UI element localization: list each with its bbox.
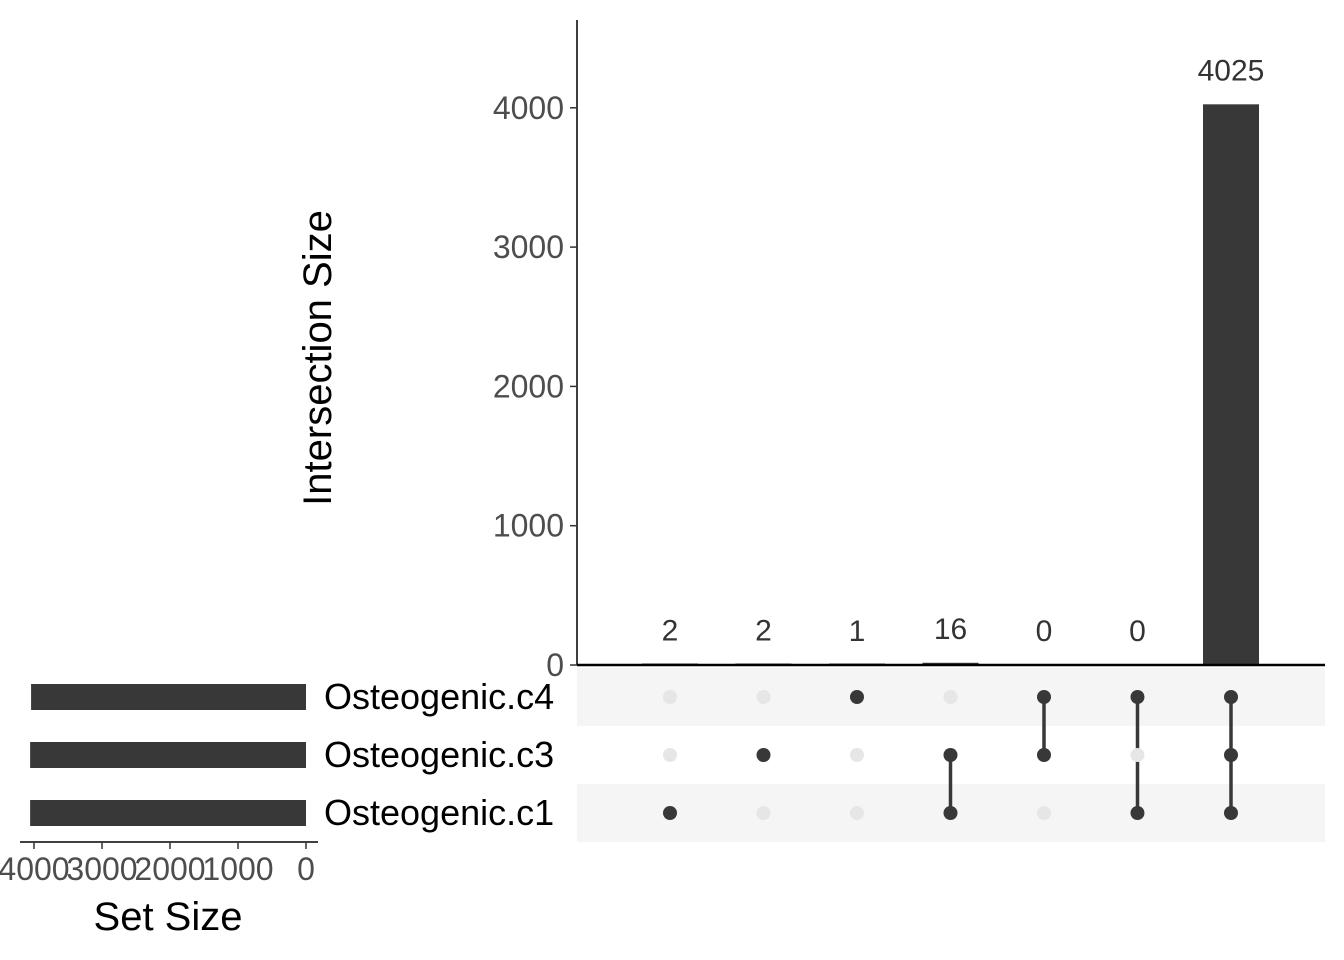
matrix-dot-active [663, 806, 677, 820]
matrix-dot-active [756, 748, 771, 762]
matrix-dot-inactive [756, 806, 771, 820]
set-size-tick-label: 3000 [66, 851, 137, 887]
intersection-bar-label: 16 [934, 613, 967, 646]
y-tick-label: 3000 [493, 229, 564, 265]
y-tick-label: 0 [546, 647, 564, 683]
matrix-dot-active [1037, 690, 1051, 704]
matrix-dot-inactive [850, 806, 864, 820]
intersection-bar-label: 4025 [1198, 54, 1265, 87]
matrix-dot-inactive [663, 690, 677, 704]
matrix-dot-active [1224, 806, 1238, 820]
set-size-bar [30, 742, 307, 768]
intersection-y-axis: 0 1000 2000 3000 4000 [493, 20, 578, 683]
set-size-bars: Osteogenic.c4 Osteogenic.c3 Osteogenic.c1 [30, 676, 554, 833]
set-size-bar [31, 684, 307, 710]
matrix-dot-active [1224, 748, 1238, 762]
matrix-dot-inactive [850, 748, 864, 762]
matrix-dot-active [1224, 690, 1238, 704]
set-size-tick-label: 4000 [0, 851, 70, 887]
matrix-dot-active [943, 748, 958, 762]
matrix-dot-inactive [1130, 748, 1145, 762]
intersection-bar-label: 2 [755, 615, 772, 648]
intersection-bar [1203, 104, 1259, 665]
set-size-bar [30, 800, 307, 826]
intersection-bars: 2 2 1 16 0 0 4025 [577, 54, 1325, 667]
matrix-dot-inactive [943, 690, 958, 704]
set-name-label: Osteogenic.c4 [324, 676, 554, 717]
set-name-label: Osteogenic.c3 [324, 734, 554, 775]
y-tick-label: 2000 [493, 368, 564, 404]
intersection-matrix [663, 690, 1238, 820]
set-size-tick-label: 0 [297, 851, 315, 887]
set-size-tick-label: 2000 [134, 851, 205, 887]
set-name-label: Osteogenic.c1 [324, 792, 554, 833]
intersection-bar-label: 2 [662, 615, 679, 648]
matrix-dot-inactive [1037, 806, 1051, 820]
y-tick-label: 4000 [493, 90, 564, 126]
matrix-dot-active [943, 806, 958, 820]
matrix-dot-active [1130, 690, 1145, 704]
matrix-dot-active [1130, 806, 1145, 820]
set-size-tick-label: 1000 [202, 851, 273, 887]
intersection-bar-label: 0 [1036, 615, 1053, 648]
matrix-dot-active [850, 690, 864, 704]
matrix-dot-inactive [756, 690, 771, 704]
matrix-dot-active [1037, 748, 1051, 762]
matrix-dot-inactive [663, 748, 677, 762]
intersection-bar-label: 1 [849, 615, 866, 648]
set-size-axis-title: Set Size [94, 895, 243, 939]
y-tick-label: 1000 [493, 508, 564, 544]
intersection-bar-label: 0 [1129, 615, 1146, 648]
y-axis-title: Intersection Size [296, 210, 340, 506]
